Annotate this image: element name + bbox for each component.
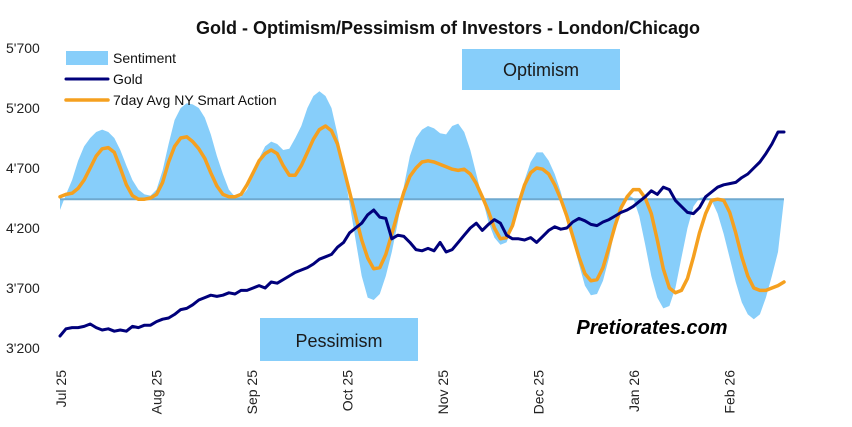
pessimism-label: Pessimism (295, 331, 382, 351)
x-tick-label: Oct 25 (340, 370, 356, 411)
x-tick-label: Jul 25 (53, 370, 69, 408)
y-tick-label: 3'200 (6, 340, 40, 356)
y-axis-ticks: 5'700 5'200 4'700 4'200 3'700 3'200 (6, 40, 40, 356)
y-tick-label: 5'700 (6, 40, 40, 56)
legend-swatch-sentiment (66, 51, 108, 65)
legend-label: Gold (113, 71, 143, 87)
optimism-box (462, 49, 620, 90)
x-tick-label: Jan 26 (626, 370, 642, 412)
optimism-label: Optimism (503, 60, 579, 80)
pessimism-box (260, 318, 418, 361)
legend-label: 7day Avg NY Smart Action (113, 92, 277, 108)
legend: Sentiment Gold 7day Avg NY Smart Action (64, 50, 277, 108)
x-tick-label: Dec 25 (531, 370, 547, 415)
annotation-boxes: Optimism Pessimism (260, 49, 620, 361)
chart-title: Gold - Optimism/Pessimism of Investors -… (196, 18, 700, 38)
x-tick-label: Aug 25 (149, 370, 165, 415)
gold-line (58, 130, 786, 338)
watermark: Pretiorates.com (576, 317, 727, 339)
smart-action-line (58, 124, 786, 295)
x-tick-label: Nov 25 (435, 370, 451, 415)
x-tick-label: Sep 25 (244, 370, 260, 415)
y-tick-label: 4'200 (6, 220, 40, 236)
x-axis-ticks: Jul 25 Aug 25 Sep 25 Oct 25 Nov 25 Dec 25 Jan … (53, 370, 738, 415)
y-tick-label: 4'700 (6, 160, 40, 176)
x-tick-label: Feb 26 (722, 370, 738, 414)
y-tick-label: 3'700 (6, 280, 40, 296)
legend-label: Sentiment (113, 50, 176, 66)
y-tick-label: 5'200 (6, 100, 40, 116)
line-series (58, 124, 786, 338)
